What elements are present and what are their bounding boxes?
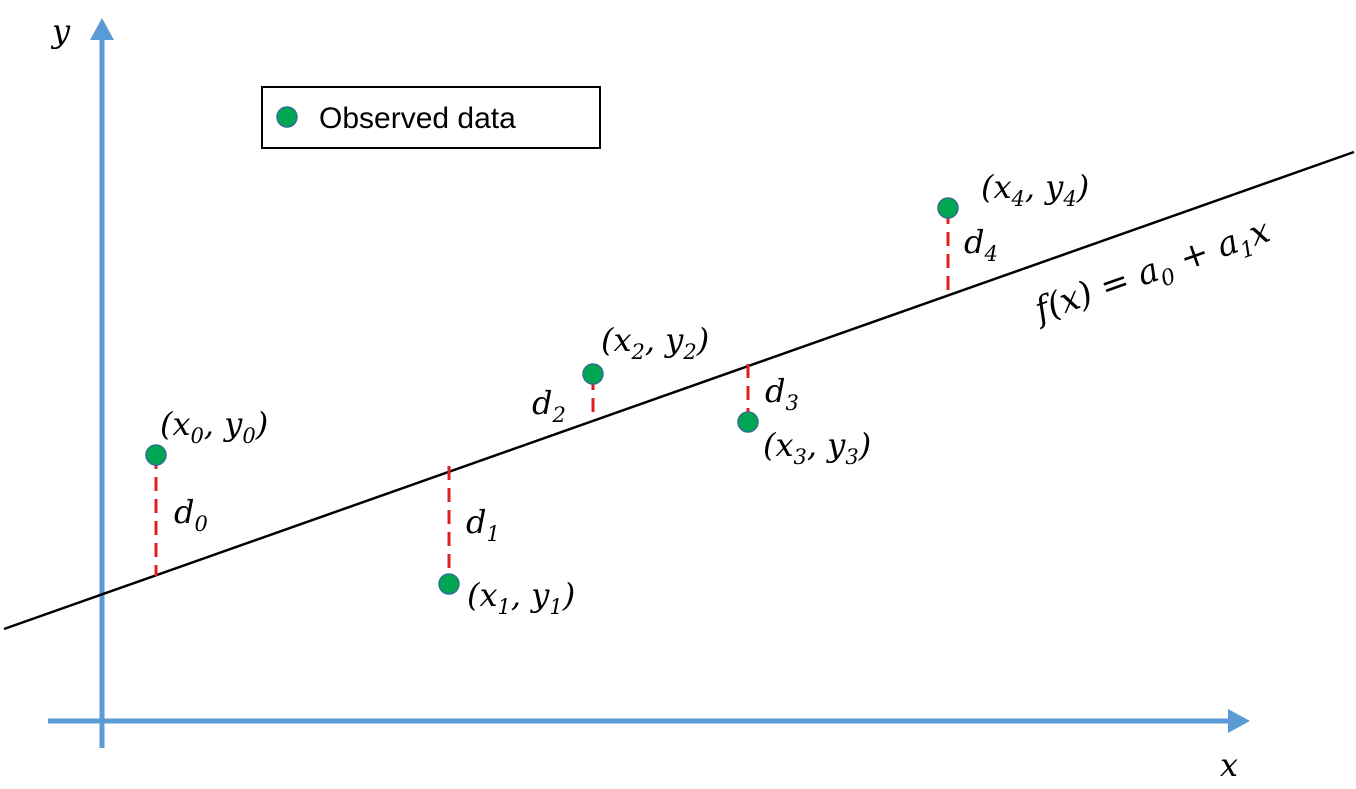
data-point-1: [438, 573, 460, 595]
data-point-0: [145, 444, 167, 466]
data-point-3: [737, 411, 759, 433]
point-label-3: (x3, y3): [763, 426, 871, 469]
fit-line: [3, 150, 1355, 631]
y-axis-arrowhead: [90, 18, 114, 40]
point-label-1: (x1, y1): [467, 576, 575, 619]
residual-label-1: d1: [466, 503, 500, 546]
y-axis-label: y: [50, 12, 71, 50]
legend-box: [261, 86, 601, 149]
residual-label-4: d4: [964, 223, 998, 266]
x-axis-arrowhead: [1228, 709, 1250, 733]
point-label-0: (x0, y0): [160, 405, 268, 448]
residual-label-3: d3: [765, 372, 799, 415]
x-axis-label: x: [1220, 746, 1238, 784]
fit-line-label: f(x) = a0 + a1x: [1027, 211, 1277, 337]
residual-label-0: d0: [174, 493, 208, 536]
legend-marker: [276, 106, 298, 128]
point-label-2: (x2, y2): [601, 321, 709, 364]
data-point-2: [582, 363, 604, 385]
point-label-4: (x4, y4): [981, 168, 1089, 211]
data-point-4: [937, 197, 959, 219]
svg-text:f(x) = a0 + a1x: f(x) = a0 + a1x: [1027, 211, 1277, 337]
legend-label: Observed data: [319, 102, 516, 135]
legend: Observed data: [261, 86, 601, 149]
residual-label-2: d2: [532, 384, 566, 427]
